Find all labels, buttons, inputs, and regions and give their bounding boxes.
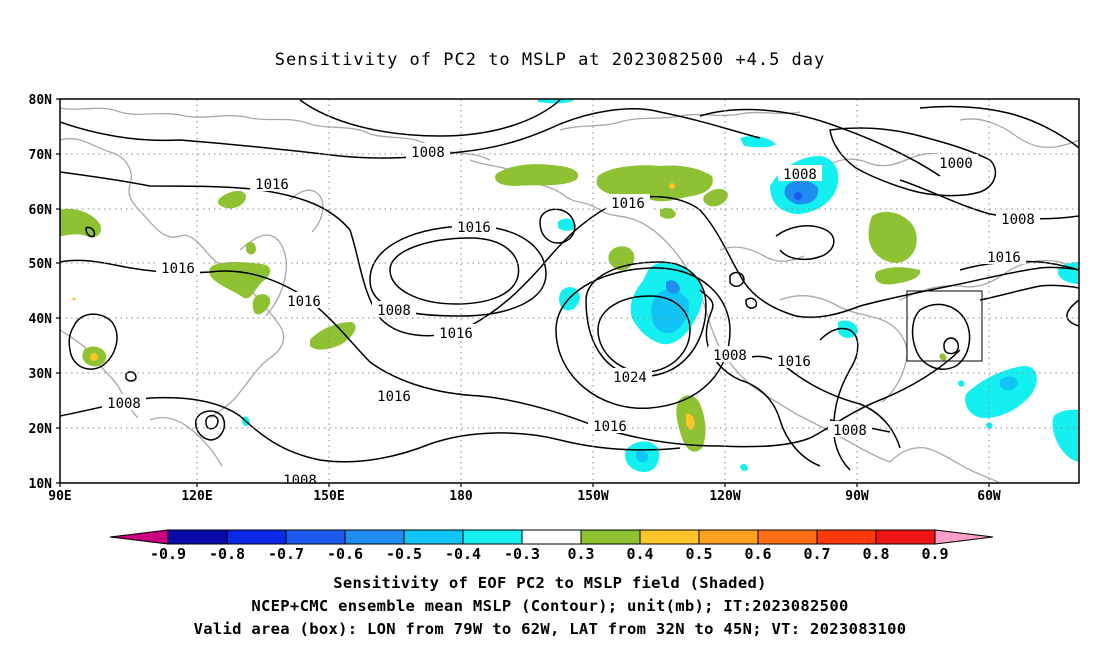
colorbar-segment — [403, 529, 464, 545]
positive-sensitivity-shading — [60, 164, 947, 452]
lat-label: 70N — [29, 148, 53, 163]
contour-label: 1000 — [939, 156, 973, 172]
lon-label: 180 — [449, 489, 473, 504]
lon-label: 150E — [313, 489, 344, 504]
lon-label: 60W — [977, 489, 1001, 504]
colorbar-segment — [226, 529, 287, 545]
plot-frame — [59, 98, 1080, 484]
colorbar-label: -0.6 — [327, 545, 363, 563]
colorbar-segment — [639, 529, 700, 545]
contour-label: 1008 — [783, 167, 817, 183]
contour-label: 1008 — [283, 473, 317, 489]
axis-ticks — [56, 98, 990, 487]
lon-label: 90W — [845, 489, 869, 504]
lat-label: 80N — [29, 93, 53, 108]
lat-label: 10N — [29, 477, 53, 492]
contour-label: 1008 — [713, 348, 747, 364]
caption-contour: NCEP+CMC ensemble mean MSLP (Contour); u… — [251, 597, 849, 615]
lat-label: 50N — [29, 257, 53, 272]
colorbar-segment — [167, 529, 228, 545]
colorbar-label: -0.3 — [504, 545, 540, 563]
colorbar-arrow-low — [109, 529, 169, 545]
colorbar-segment — [285, 529, 346, 545]
lon-label: 120E — [181, 489, 212, 504]
valid-area-box — [906, 290, 983, 362]
contour-label: 1008 — [107, 396, 141, 412]
colorbar-arrow-high — [934, 529, 994, 545]
lat-label: 40N — [29, 312, 53, 327]
contour-label: 1016 — [255, 177, 289, 193]
lat-label: 20N — [29, 422, 53, 437]
lon-label: 120W — [709, 489, 740, 504]
longitude-axis: 90E 120E 150E 180 150W 120W 90W 60W — [48, 489, 1001, 504]
colorbar-segment — [698, 529, 759, 545]
colorbar-segment — [521, 529, 582, 545]
colorbar-segment — [816, 529, 877, 545]
contour-label: 1016 — [593, 419, 627, 435]
contour-label-group: 1008 1016 1016 1016 1016 1008 1016 1016 … — [102, 143, 1040, 489]
colorbar-segment — [580, 529, 641, 545]
contour-label: 1024 — [613, 370, 647, 386]
colorbar: -0.9 -0.8 -0.7 -0.6 -0.5 -0.4 -0.3 0.3 0.4 0.5 0.6… — [109, 529, 994, 563]
colorbar-label: 0.8 — [862, 545, 889, 563]
contour-label: 1016 — [377, 389, 411, 405]
colorbar-segment — [462, 529, 523, 545]
colorbar-segment — [757, 529, 818, 545]
colorbar-label: 0.7 — [803, 545, 830, 563]
lat-label: 60N — [29, 203, 53, 218]
contour-label: 1016 — [987, 250, 1021, 266]
contour-label: 1016 — [611, 196, 645, 212]
colorbar-label: 0.5 — [685, 545, 712, 563]
contour-label: 1008 — [1001, 212, 1035, 228]
lat-label: 30N — [29, 367, 53, 382]
coastlines — [60, 107, 1079, 483]
latitude-axis: 80N 70N 60N 50N 40N 30N 20N 10N — [29, 93, 53, 492]
contour-label: 1016 — [457, 220, 491, 236]
colorbar-segment — [875, 529, 936, 545]
colorbar-label: -0.4 — [445, 545, 481, 563]
caption-valid-area: Valid area (box): LON from 79W to 62W, L… — [193, 620, 907, 638]
contour-label: 1008 — [377, 303, 411, 319]
colorbar-label: 0.4 — [626, 545, 653, 563]
colorbar-label: -0.8 — [209, 545, 245, 563]
contour-label: 1016 — [287, 294, 321, 310]
map-title: Sensitivity of PC2 to MSLP at 2023082500… — [274, 50, 826, 70]
contour-label: 1016 — [161, 261, 195, 277]
colorbar-segment — [344, 529, 405, 545]
contour-label: 1008 — [411, 145, 445, 161]
colorbar-label: -0.9 — [150, 545, 186, 563]
colorbar-label: 0.3 — [567, 545, 594, 563]
contour-label: 1016 — [439, 326, 473, 342]
colorbar-label: 0.9 — [921, 545, 948, 563]
colorbar-label: -0.7 — [268, 545, 304, 563]
colorbar-label: -0.5 — [386, 545, 422, 563]
lon-label: 150W — [577, 489, 608, 504]
contour-label: 1016 — [777, 354, 811, 370]
colorbar-label: 0.6 — [744, 545, 771, 563]
contour-label: 1008 — [833, 423, 867, 439]
mslp-contours — [60, 99, 1079, 471]
caption-shaded: Sensitivity of EOF PC2 to MSLP field (Sh… — [333, 574, 767, 592]
lon-label: 90E — [48, 489, 71, 504]
